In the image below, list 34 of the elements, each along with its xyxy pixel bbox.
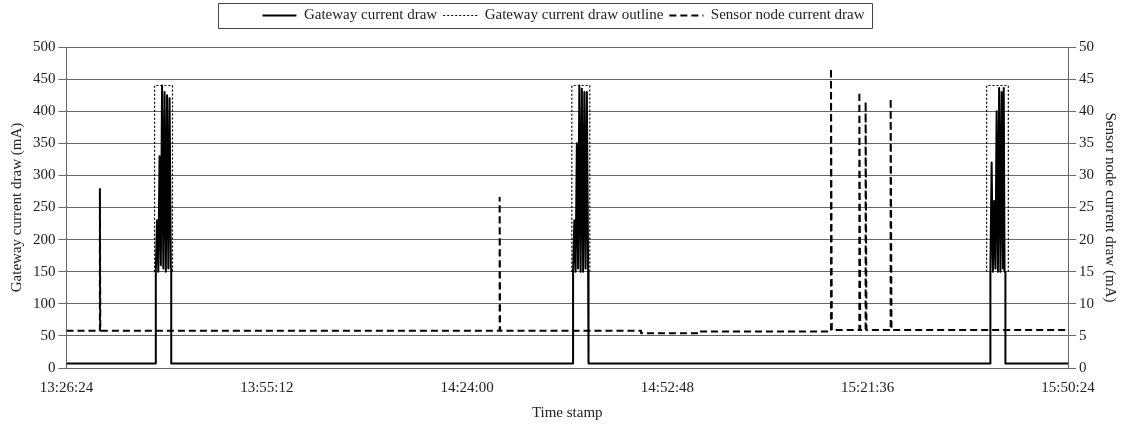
x-axis-title: Time stamp <box>531 403 603 420</box>
y2-tick-label: 15 <box>1079 262 1094 279</box>
x-tick-label: 13:26:24 <box>39 378 94 395</box>
x-tick-label: 13:55:12 <box>240 378 294 395</box>
legend-label: Sensor node current draw <box>710 6 865 23</box>
x-tick-label: 15:50:24 <box>1041 378 1096 395</box>
y-tick-label: 0 <box>48 358 56 375</box>
legend-label: Gateway current draw <box>303 6 438 23</box>
y-tick-label: 300 <box>33 166 56 183</box>
y2-tick-label: 0 <box>1079 358 1087 375</box>
y2-tick-label: 5 <box>1079 326 1087 343</box>
y-axis-title: Gateway current draw (mA) <box>7 122 25 293</box>
y2-tick-label: 50 <box>1079 37 1094 54</box>
x-tick-label: 15:21:36 <box>841 378 895 395</box>
x-tick-label: 14:52:48 <box>640 378 695 395</box>
y-tick-label: 50 <box>40 326 56 343</box>
y-tick-label: 250 <box>33 198 56 215</box>
x-tick-label: 14:24:00 <box>440 378 494 395</box>
y2-tick-label: 35 <box>1079 134 1094 151</box>
y2-axis-title: Sensor node current draw (mA) <box>1102 112 1120 303</box>
y2-tick-label: 25 <box>1079 198 1094 215</box>
y-tick-label: 200 <box>33 230 56 247</box>
y2-tick-label: 45 <box>1079 70 1094 87</box>
y-tick-label: 400 <box>33 102 56 119</box>
legend-label: Gateway current draw outline <box>484 6 664 23</box>
y2-tick-label: 10 <box>1079 294 1094 311</box>
y2-tick-label: 40 <box>1079 102 1094 119</box>
y-tick-label: 450 <box>33 70 56 87</box>
y-tick-label: 150 <box>33 262 56 279</box>
y-tick-label: 500 <box>33 37 56 54</box>
y-tick-label: 100 <box>33 294 56 311</box>
y2-tick-label: 30 <box>1079 166 1094 183</box>
y2-tick-label: 20 <box>1079 230 1094 247</box>
y-tick-label: 350 <box>33 134 56 151</box>
